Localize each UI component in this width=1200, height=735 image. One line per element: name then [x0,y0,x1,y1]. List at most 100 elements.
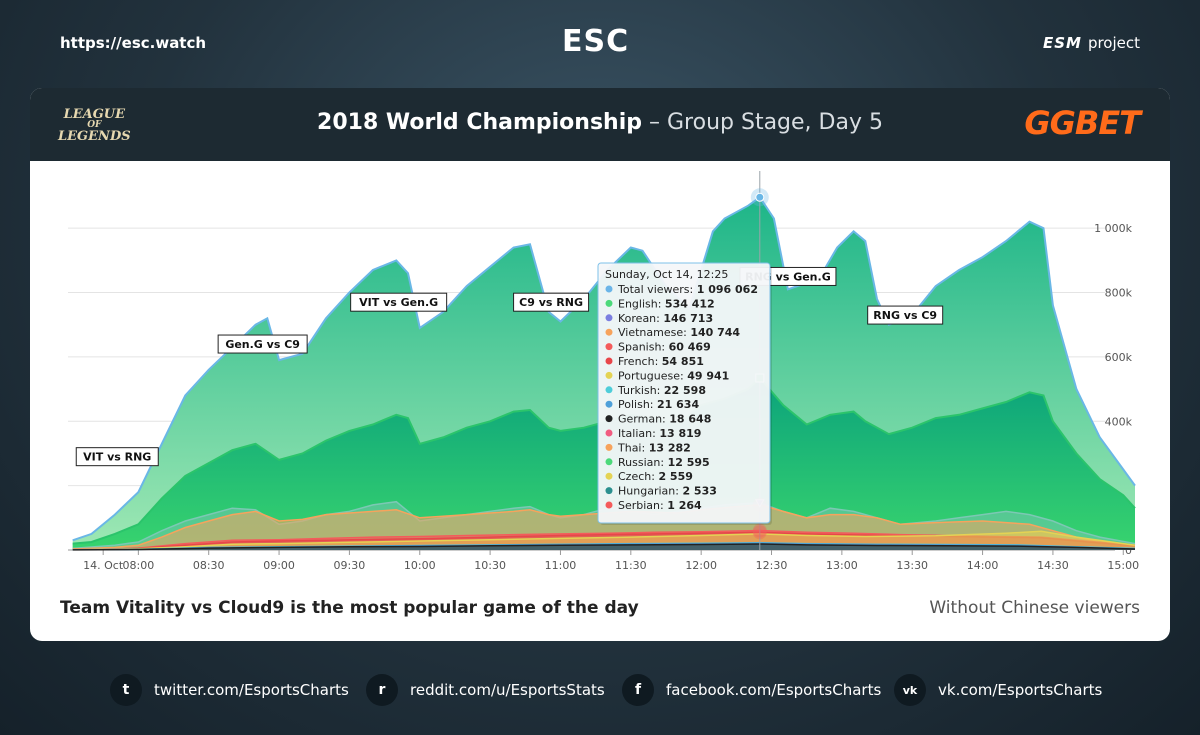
series-line-vietnamese [72,503,1136,550]
tooltip-box [597,262,771,524]
tooltip-row-label: Russian: 12 595 [618,456,710,469]
tooltip-row-label: Hungarian: 2 533 [618,485,717,498]
league-of-legends-logo: LEAGUE OF LEGENDS [58,108,131,143]
match-annotation-box [867,305,944,325]
tooltip-row-label: Italian: 13 819 [618,427,701,440]
crosshair-halo-minor [752,525,767,540]
y-tick-label: 400k [1105,415,1133,428]
esc-logo: ESC [562,24,629,59]
chart-card: LEAGUE OF LEGENDS 2018 World Championshi… [30,88,1170,641]
series-line-portuguese [72,530,1136,551]
y-tick-label: 1 000k [1094,222,1132,235]
match-annotation-label: VIT vs RNG [83,451,151,464]
tooltip-row-bullet [605,386,613,394]
y-tick-label: 600k [1105,351,1133,364]
y-tick-label: 0 [1125,544,1132,557]
top-bar: https://esc.watch ESC ESM project [0,0,1200,88]
x-tick-label: 14. Oct [83,559,124,572]
x-tick-label: 14:00 [967,559,999,572]
reddit-icon: r [366,674,398,706]
tooltip-row-bullet [605,371,613,379]
chart-headline: Team Vitality vs Cloud9 is the most popu… [60,598,639,618]
tooltip-row-bullet [605,357,613,365]
tooltip-row-label: Polish: 21 634 [618,398,699,411]
series-line-german [72,543,1136,551]
esm-logo: ESM [1042,34,1082,52]
vk-icon: vk [894,674,926,706]
match-annotation-box [75,447,159,467]
tooltip-row-label: German: 18 648 [618,413,711,426]
lol-logo-line-1: LEAGUE [63,107,126,122]
match-annotation-box [217,334,308,354]
esc-logo-text: ESC [562,24,630,59]
lol-logo-line-2: OF [87,120,102,130]
x-tick-label: 12:30 [756,559,788,572]
x-tick-label: 08:00 [123,559,155,572]
match-annotation-label: C9 vs RNG [519,296,583,309]
esm-project-label: project [1087,34,1140,52]
x-tick-label: 09:30 [334,559,366,572]
tooltip-row-bullet [605,415,613,423]
tooltip-header: Sunday, Oct 14, 12:25 [605,268,728,281]
tooltip-row-label: Serbian: 1 264 [618,499,702,512]
tooltip-row-bullet [605,328,613,336]
crosshair-halo-minor [752,523,767,538]
tooltip-row-bullet [605,343,613,351]
footer-vk[interactable]: vk vk.com/EsportsCharts [894,674,1102,706]
footer-twitter[interactable]: t twitter.com/EsportsCharts [110,674,349,706]
series-line-total-viewers [72,195,1136,542]
site-url-link[interactable]: https://esc.watch [60,34,207,52]
tooltip-row-bullet [605,400,613,408]
tooltip-row-label: Czech: 2 559 [618,470,693,483]
facebook-icon: f [622,674,654,706]
tooltip-row-bullet [605,472,613,480]
y-tick-label: 800k [1105,287,1133,300]
match-annotation-label: Gen.G vs C9 [225,338,300,351]
chart-title-main: 2018 World Championship [317,110,643,135]
match-annotation-box [513,292,590,312]
ggbet-logo: GGBET [1024,104,1141,142]
tooltip-row-bullet [605,487,613,495]
footer-facebook-label: facebook.com/EsportsCharts [666,681,882,699]
tooltip-row-label: French: 54 851 [618,355,704,368]
x-tick-label: 14:30 [1037,559,1069,572]
tooltip-row-label: Thai: 13 282 [617,441,691,454]
esm-project-brand: ESM project [1043,34,1140,52]
tooltip-row-label: Korean: 146 713 [618,312,713,325]
x-tick-label: 08:30 [193,559,225,572]
footer-twitter-label: twitter.com/EsportsCharts [154,681,349,699]
twitter-icon: t [110,674,142,706]
tooltip-row-bullet [605,443,613,451]
crosshair-marker-total [755,192,765,202]
tooltip-row-bullet [605,458,613,466]
x-tick-label: 13:30 [896,559,928,572]
chart-note: Without Chinese viewers [929,598,1140,618]
tooltip-row-bullet [605,501,613,509]
chart-title: 2018 World Championship – Group Stage, D… [30,110,1170,135]
ggbet-logo-text: GGBET [1024,104,1141,142]
x-tick-label: 11:30 [615,559,647,572]
x-tick-label: 10:00 [404,559,436,572]
tooltip-row-label: Portuguese: 49 941 [618,369,729,382]
match-annotation-label: RNG vs C9 [873,309,937,322]
match-annotation-label: VIT vs Gen.G [359,296,438,309]
tooltip-row-bullet [605,299,613,307]
x-tick-label: 15:00 [1107,559,1139,572]
tooltip-row-label: Turkish: 22 598 [617,384,706,397]
match-annotation-box [350,292,448,312]
footer-reddit[interactable]: r reddit.com/u/EsportsStats [366,674,605,706]
footer-reddit-label: reddit.com/u/EsportsStats [410,681,605,699]
tooltip-row-label: English: 534 412 [618,297,715,310]
tooltip-row-bullet [605,314,613,322]
tooltip-row-bullet [605,285,613,293]
x-tick-label: 09:00 [263,559,295,572]
footer-vk-label: vk.com/EsportsCharts [938,681,1103,699]
tooltip-row-label: Spanish: 60 469 [618,341,711,354]
card-header: LEAGUE OF LEGENDS 2018 World Championshi… [30,88,1170,161]
x-tick-label: 12:00 [685,559,717,572]
tooltip-row-label: Total viewers: 1 096 062 [617,283,758,296]
x-tick-label: 10:30 [474,559,506,572]
footer-facebook[interactable]: f facebook.com/EsportsCharts [622,674,881,706]
tooltip-row-label: Vietnamese: 140 744 [618,326,740,339]
